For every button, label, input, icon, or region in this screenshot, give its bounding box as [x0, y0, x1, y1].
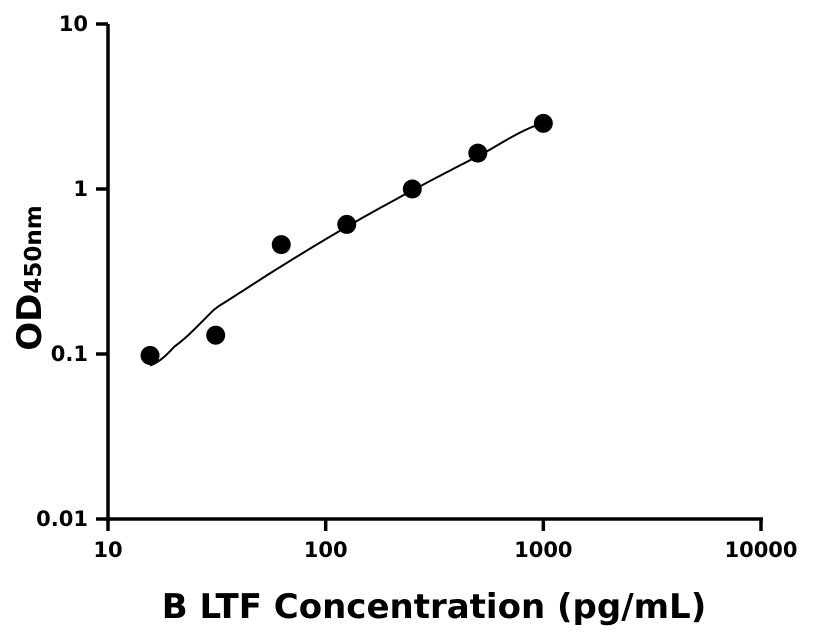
- data-point: [533, 113, 553, 133]
- y-tick-label: 0.01: [36, 507, 88, 531]
- y-axis-title-main: OD: [10, 294, 50, 351]
- data-point: [402, 179, 422, 199]
- x-ticks: 10 100 1000 10000: [93, 519, 798, 562]
- y-axis: 0.01 0.1 1 10: [36, 12, 110, 531]
- data-point: [271, 235, 291, 255]
- data-point: [468, 143, 488, 163]
- data-point: [140, 345, 160, 365]
- data-points: [140, 113, 553, 365]
- x-tick-label: 10: [93, 538, 122, 562]
- x-tick-label: 100: [304, 538, 348, 562]
- x-tick-label: 1000: [514, 538, 572, 562]
- y-axis-title: OD450nm: [10, 205, 50, 351]
- y-ticks: 0.01 0.1 1 10: [36, 12, 108, 531]
- data-point: [206, 325, 226, 345]
- y-tick-label: 0.1: [51, 342, 88, 366]
- y-tick-label: 1: [73, 177, 88, 201]
- x-tick-label: 10000: [724, 538, 797, 562]
- y-tick-label: 10: [59, 12, 88, 36]
- y-axis-title-subscript: 450nm: [21, 205, 47, 293]
- x-axis: 10 100 1000 10000: [93, 517, 798, 562]
- data-point: [337, 214, 357, 234]
- x-axis-title: B LTF Concentration (pg/mL): [162, 587, 707, 627]
